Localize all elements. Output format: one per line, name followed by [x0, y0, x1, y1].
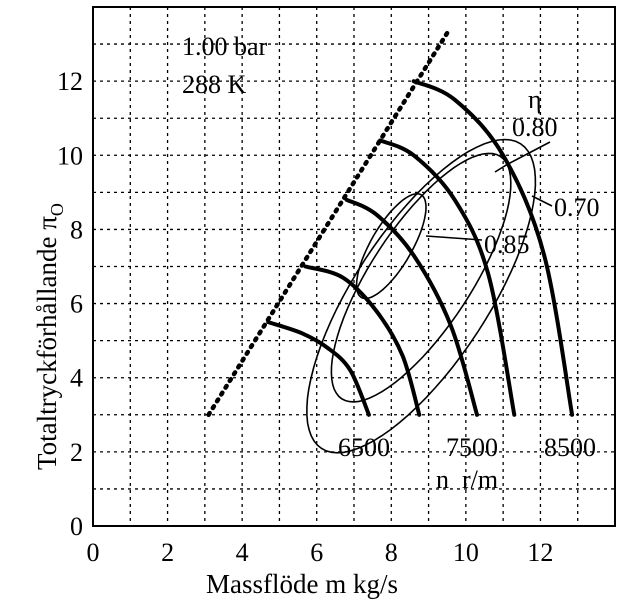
leader-070	[531, 195, 553, 207]
x-tick-label-4: 4	[236, 538, 249, 567]
efficiency-label-080: 0.80	[512, 113, 558, 142]
leader-085	[425, 235, 483, 241]
y-tick-label-12: 12	[57, 67, 83, 96]
x-tick-label-2: 2	[161, 538, 174, 567]
x-axis-label: Massflöde m kg/s	[206, 569, 398, 599]
y-tick-label-8: 8	[70, 215, 83, 244]
y-tick-label-6: 6	[70, 290, 83, 319]
speed-line-1	[266, 320, 371, 417]
surge-line-group	[206, 30, 450, 418]
leader-080	[494, 141, 551, 173]
x-tick-label-10: 10	[453, 538, 479, 567]
speed-unit-label: n r/m	[436, 465, 498, 494]
efficiency-label-085: 0.85	[484, 230, 530, 259]
speed-line-3	[344, 197, 479, 417]
y-axis-label: Totaltryckförhållande πO	[32, 203, 67, 470]
label-leaders	[425, 141, 553, 241]
efficiency-contour-070	[306, 138, 537, 454]
x-tick-label-6: 6	[310, 538, 323, 567]
speed-line-5	[411, 79, 575, 417]
y-axis-label-subscript: O	[47, 203, 67, 216]
y-axis-label-main: Totaltryckförhållande π	[32, 216, 62, 470]
y-tick-label-10: 10	[57, 141, 83, 170]
y-tick-label-2: 2	[70, 438, 83, 467]
speed-lines	[266, 79, 575, 417]
x-tick-label-0: 0	[87, 538, 100, 567]
efficiency-contour-080	[330, 152, 512, 403]
speed-label-6500: 6500	[338, 433, 390, 462]
efficiency-contour-085	[355, 193, 427, 300]
surge-line	[206, 30, 450, 418]
efficiency-contours	[306, 138, 537, 454]
speed-line-4	[378, 138, 517, 417]
efficiency-label-070: 0.70	[554, 193, 600, 222]
y-tick-label-0: 0	[70, 512, 83, 541]
eta-symbol: η	[528, 85, 542, 114]
plot-frame	[92, 6, 616, 527]
condition-pressure: 1.00 bar	[182, 32, 268, 61]
speed-label-7500: 7500	[446, 433, 498, 462]
grid	[93, 7, 615, 526]
x-tick-label-8: 8	[385, 538, 398, 567]
x-tick-label-12: 12	[527, 538, 553, 567]
speed-label-8500: 8500	[544, 433, 596, 462]
condition-temperature: 288 K	[182, 70, 247, 99]
speed-line-2	[303, 264, 422, 417]
y-tick-label-4: 4	[70, 364, 83, 393]
tick-labels: 0 2 4 6 8 10 12 0 2 4 6 8 10 12	[57, 67, 553, 567]
